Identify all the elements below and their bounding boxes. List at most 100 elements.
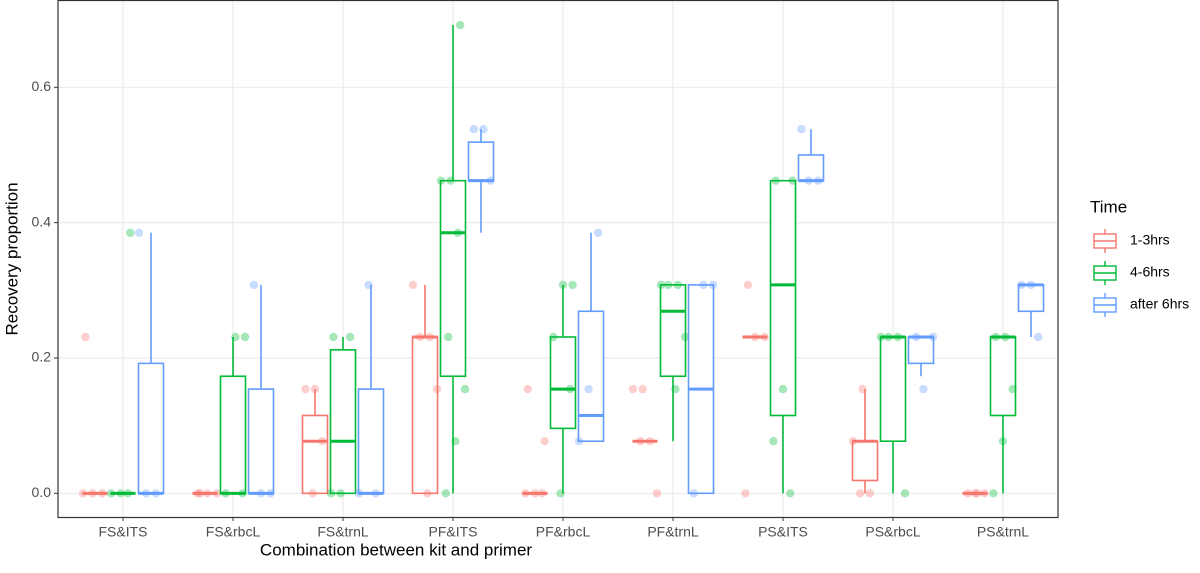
box (907, 336, 935, 365)
point (538, 489, 547, 498)
point (238, 489, 247, 498)
point (991, 332, 1000, 342)
box (851, 440, 879, 482)
point (928, 332, 938, 342)
point (142, 489, 151, 498)
point (364, 280, 373, 290)
legend-label: 4-6hrs (1130, 264, 1170, 280)
box (301, 414, 329, 495)
point (980, 489, 989, 498)
legend-title: Time (1090, 197, 1127, 216)
point (212, 489, 222, 498)
point (116, 489, 125, 498)
box (549, 336, 577, 430)
point (970, 489, 980, 498)
point (566, 384, 575, 394)
point (256, 489, 266, 498)
point (540, 437, 549, 446)
x-tick-label: PS&ITS (758, 524, 808, 540)
point (893, 332, 902, 342)
box (411, 336, 439, 495)
point (231, 332, 240, 342)
box (137, 362, 165, 495)
legend-label: 1-3hrs (1130, 232, 1170, 248)
y-tick-label: 0.0 (32, 484, 52, 500)
point (88, 489, 97, 498)
point (664, 280, 673, 290)
box (797, 154, 825, 182)
point (652, 489, 662, 498)
point (912, 332, 921, 342)
box (769, 179, 797, 417)
point (699, 280, 708, 290)
point (865, 489, 874, 498)
point (556, 489, 565, 498)
point (876, 332, 886, 342)
point (423, 489, 432, 498)
point (436, 176, 446, 185)
point (203, 489, 212, 498)
point (638, 384, 647, 394)
point (123, 489, 132, 498)
point (549, 332, 558, 342)
point (416, 332, 425, 342)
point (425, 332, 434, 342)
point (446, 176, 455, 185)
point (451, 437, 460, 446)
point (797, 125, 806, 134)
point (1008, 384, 1017, 394)
point (249, 280, 258, 290)
box (989, 336, 1017, 417)
x-tick-label: FS&rbcL (206, 524, 261, 540)
point (479, 125, 488, 134)
point (469, 125, 478, 134)
point (266, 489, 275, 498)
point (858, 384, 867, 394)
point (708, 280, 718, 290)
point (326, 489, 336, 498)
box (659, 284, 687, 378)
point (126, 228, 135, 237)
point (786, 489, 795, 498)
point (848, 437, 858, 446)
point (743, 280, 752, 290)
point (973, 489, 982, 498)
point (750, 332, 760, 342)
point (444, 332, 453, 342)
point (636, 437, 645, 446)
point (441, 489, 450, 498)
y-axis-label: Recovery proportion (2, 182, 21, 335)
box (1017, 284, 1045, 313)
panel-border (57, 0, 1059, 519)
point (1001, 332, 1010, 342)
point (408, 280, 418, 290)
point (900, 489, 910, 498)
point (456, 20, 465, 30)
point (919, 384, 928, 394)
x-tick-label: PF&rbcL (536, 524, 591, 540)
point (308, 489, 317, 498)
box (467, 141, 495, 182)
x-tick-label: PS&trnL (977, 524, 1029, 540)
point (521, 489, 530, 498)
y-tick-label: 0.2 (32, 349, 52, 365)
point (530, 489, 540, 498)
legend-label: after 6hrs (1130, 296, 1189, 312)
point (81, 332, 90, 342)
box (219, 375, 247, 495)
point (1026, 280, 1036, 290)
box (247, 388, 275, 495)
point (884, 332, 893, 342)
point (301, 384, 310, 394)
point (98, 489, 107, 498)
point (196, 489, 205, 498)
point (771, 176, 780, 185)
x-tick-label: PF&trnL (647, 524, 699, 540)
point (336, 489, 345, 498)
point (486, 176, 495, 185)
point (221, 489, 230, 498)
point (814, 176, 823, 185)
box (329, 349, 357, 495)
box (577, 310, 605, 443)
point (432, 384, 442, 394)
